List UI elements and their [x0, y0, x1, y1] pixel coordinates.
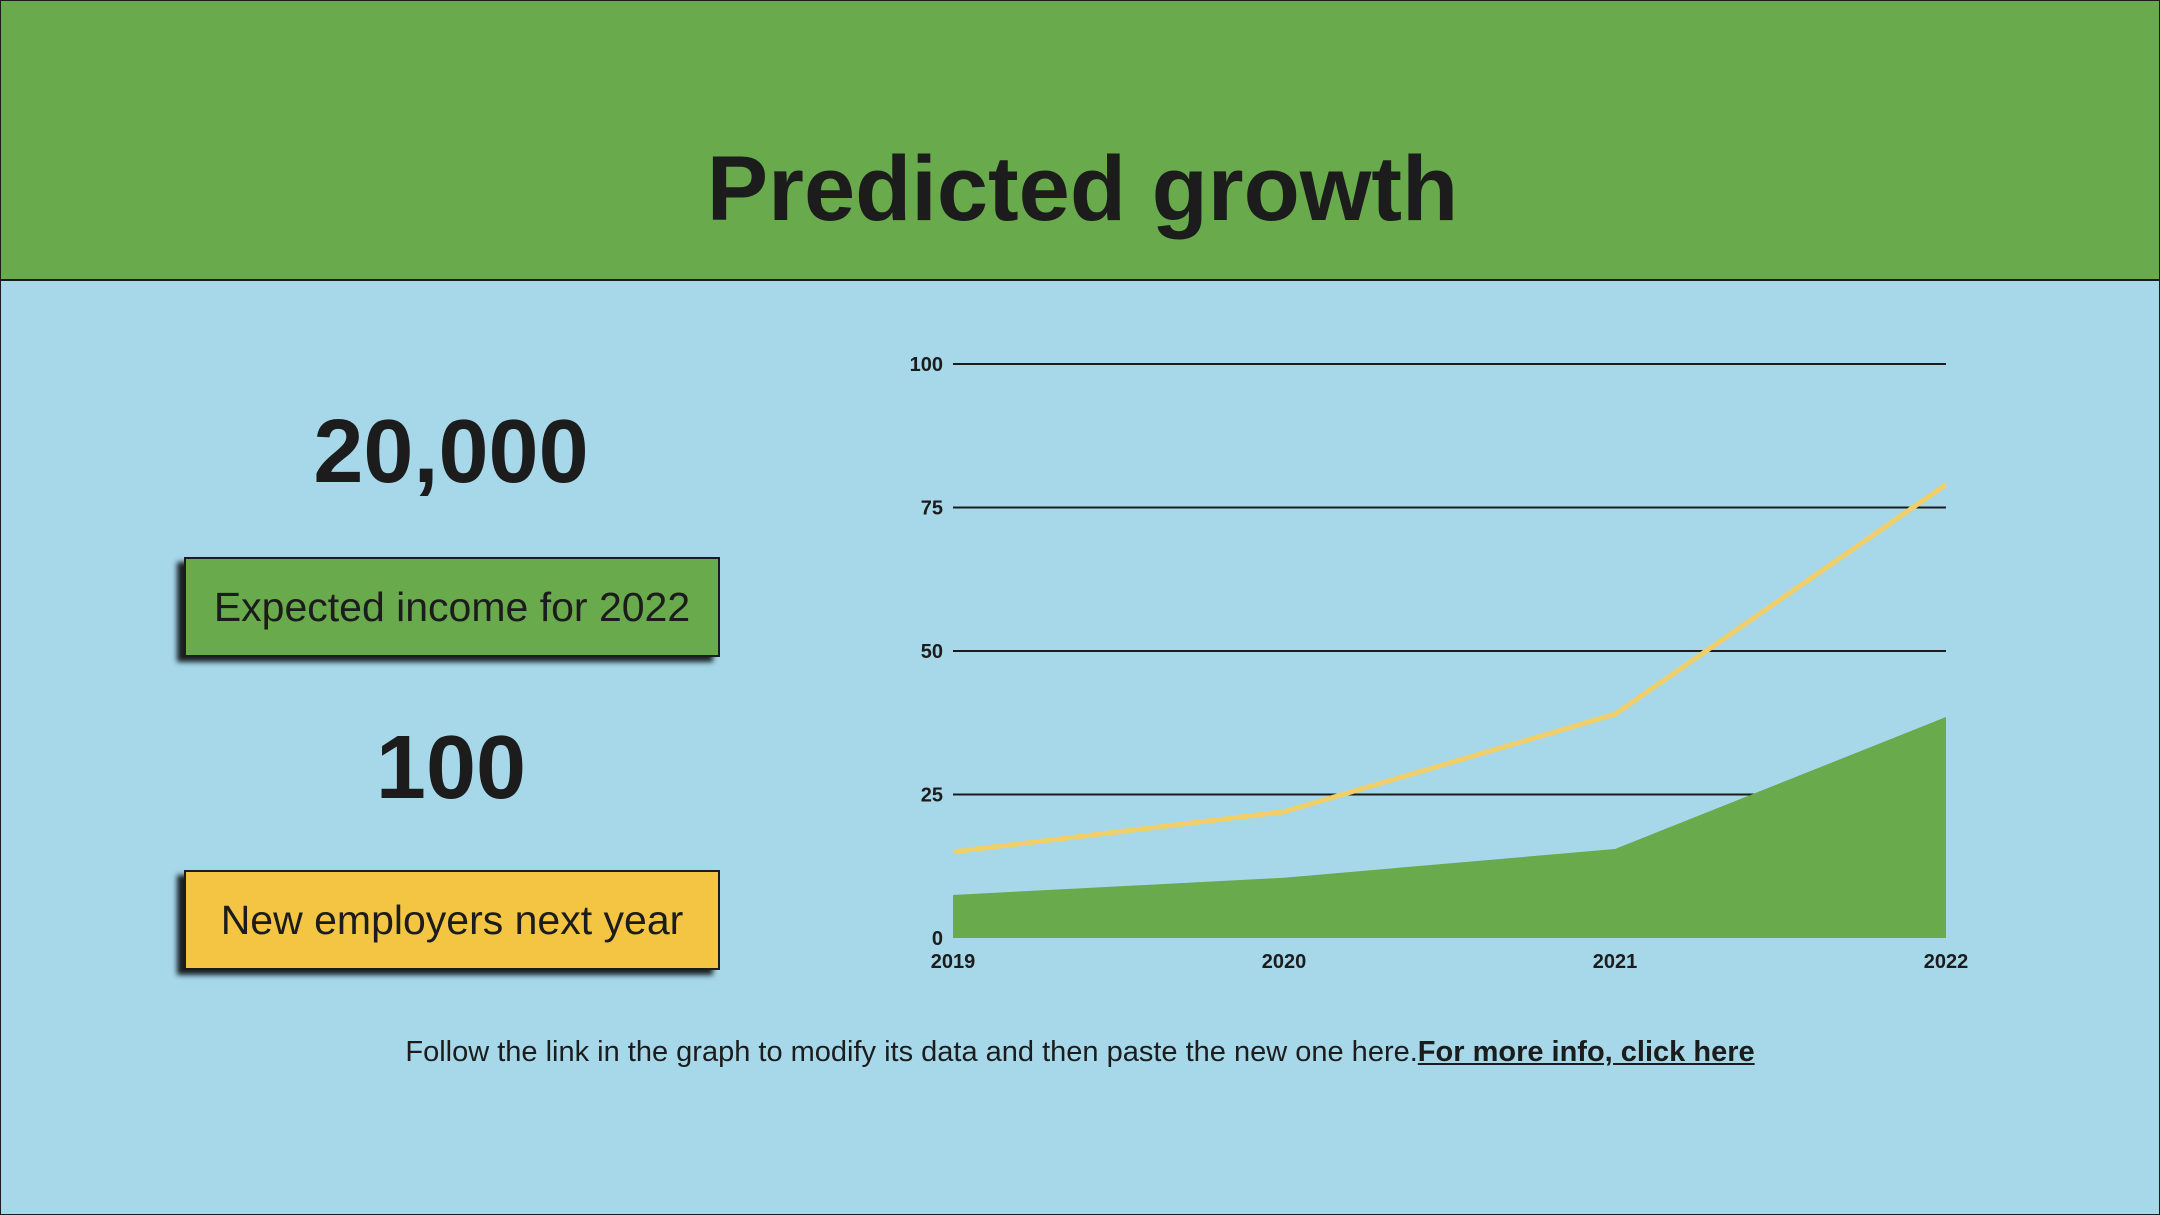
- page-title: Predicted growth: [2, 143, 2159, 235]
- x-tick-label-1: 2020: [1262, 951, 1307, 973]
- y-tick-label-4: 100: [910, 354, 943, 376]
- footer-text: Follow the link in the graph to modify i…: [405, 1036, 1418, 1068]
- employers-value: 100: [375, 718, 527, 818]
- area-series-0: [953, 717, 1946, 938]
- growth-chart[interactable]: 0 25 50 75 100 2019 2020 2021 2022: [881, 331, 2001, 981]
- footer-note: Follow the link in the graph to modify i…: [1, 1036, 2159, 1069]
- x-tick-label-2: 2021: [1593, 951, 1638, 973]
- page-title-text: Predicted growth: [706, 138, 1459, 240]
- line-series-1: [952, 482, 1948, 855]
- income-value: 20,000: [313, 402, 589, 502]
- more-info-link[interactable]: For more info, click here: [1417, 1036, 1755, 1068]
- x-tick-label-3: 2022: [1924, 951, 1969, 973]
- header-banner: Predicted growth: [1, 1, 2159, 281]
- y-tick-label-1: 25: [921, 785, 943, 807]
- y-tick-label-0: 0: [932, 928, 943, 950]
- x-tick-label-0: 2019: [931, 951, 976, 973]
- y-tick-label-3: 75: [921, 498, 943, 520]
- employers-label: New employers next year: [184, 870, 720, 970]
- income-label: Expected income for 2022: [184, 557, 720, 657]
- y-tick-label-2: 50: [921, 641, 943, 663]
